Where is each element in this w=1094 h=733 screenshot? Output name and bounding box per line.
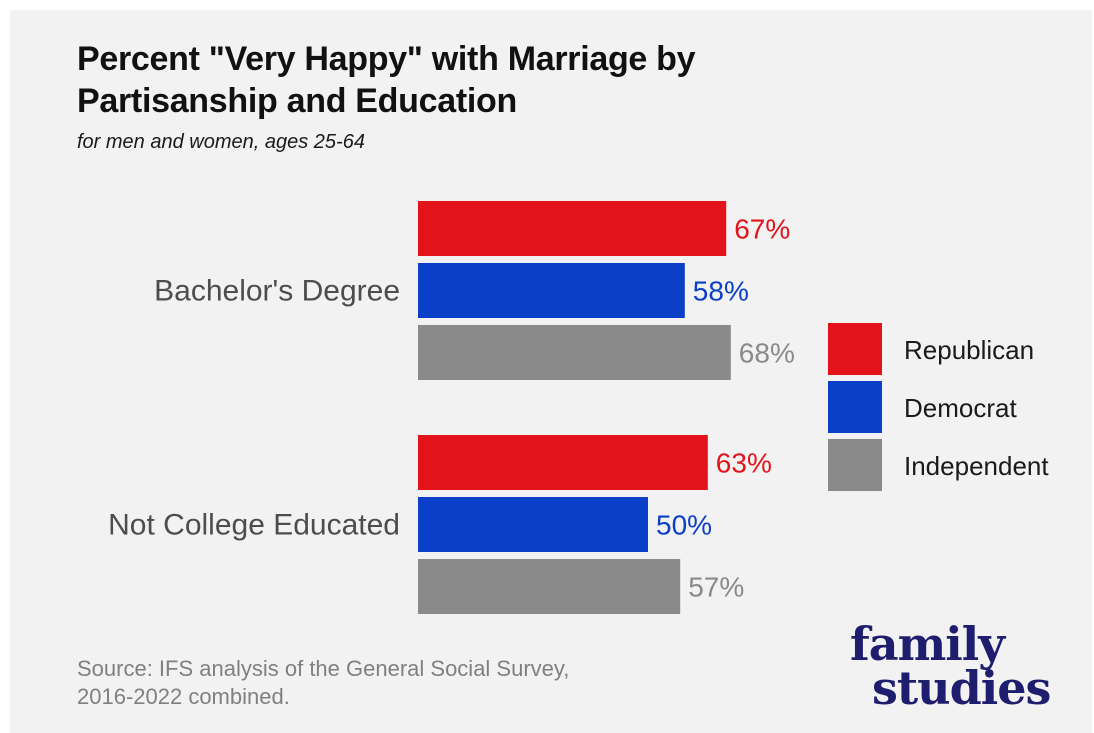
value-label-independent-2: 57% bbox=[688, 572, 744, 603]
bar-democrat-1 bbox=[418, 263, 685, 318]
value-label-independent-1: 68% bbox=[739, 338, 795, 369]
bar-chart: Bachelor's Degree Not College Educated 67… bbox=[108, 201, 1049, 614]
bar-republican-2 bbox=[418, 435, 708, 490]
value-label-democrat-1: 58% bbox=[693, 276, 749, 307]
legend-label-independent: Independent bbox=[904, 451, 1049, 481]
legend-label-democrat: Democrat bbox=[904, 393, 1017, 423]
chart-title-line-1: Percent "Very Happy" with Marriage by bbox=[77, 40, 696, 78]
logo-line-1: family bbox=[850, 617, 1005, 671]
source-note-line-1: Source: IFS analysis of the General Soci… bbox=[77, 656, 570, 681]
bar-republican-1 bbox=[418, 201, 727, 256]
bars-layer bbox=[418, 201, 731, 614]
legend-label-republican: Republican bbox=[904, 335, 1034, 365]
value-label-democrat-2: 50% bbox=[656, 510, 712, 541]
legend-swatch-democrat bbox=[828, 381, 882, 433]
bar-democrat-2 bbox=[418, 497, 648, 552]
category-label-1: Bachelor's Degree bbox=[154, 275, 400, 308]
bar-independent-1 bbox=[418, 325, 731, 380]
value-labels: 67% 58% 68% 63%50% 57% bbox=[656, 214, 795, 603]
value-label-republican-1: 67% bbox=[734, 214, 790, 245]
chart-legend: Republican Democrat Independent bbox=[828, 323, 1049, 491]
category-label-2: Not College Educated bbox=[108, 509, 400, 542]
legend-swatch-republican bbox=[828, 323, 882, 375]
chart-subtitle: for men and women, ages 25-64 bbox=[77, 131, 365, 153]
logo-line-2: studies bbox=[872, 661, 1051, 715]
chart-title-line-2: Partisanship and Education bbox=[77, 82, 517, 120]
family-studies-logo: family studies bbox=[850, 617, 1070, 715]
source-note-line-2: 2016-2022 combined. bbox=[77, 684, 290, 709]
bar-independent-2 bbox=[418, 559, 681, 614]
value-label-republican-2: 63% bbox=[716, 448, 772, 479]
category-labels: Bachelor's Degree Not College Educated bbox=[108, 275, 400, 542]
chart-card: Percent "Very Happy" with Marriage by Pa… bbox=[10, 10, 1092, 733]
legend-swatch-independent bbox=[828, 439, 882, 491]
